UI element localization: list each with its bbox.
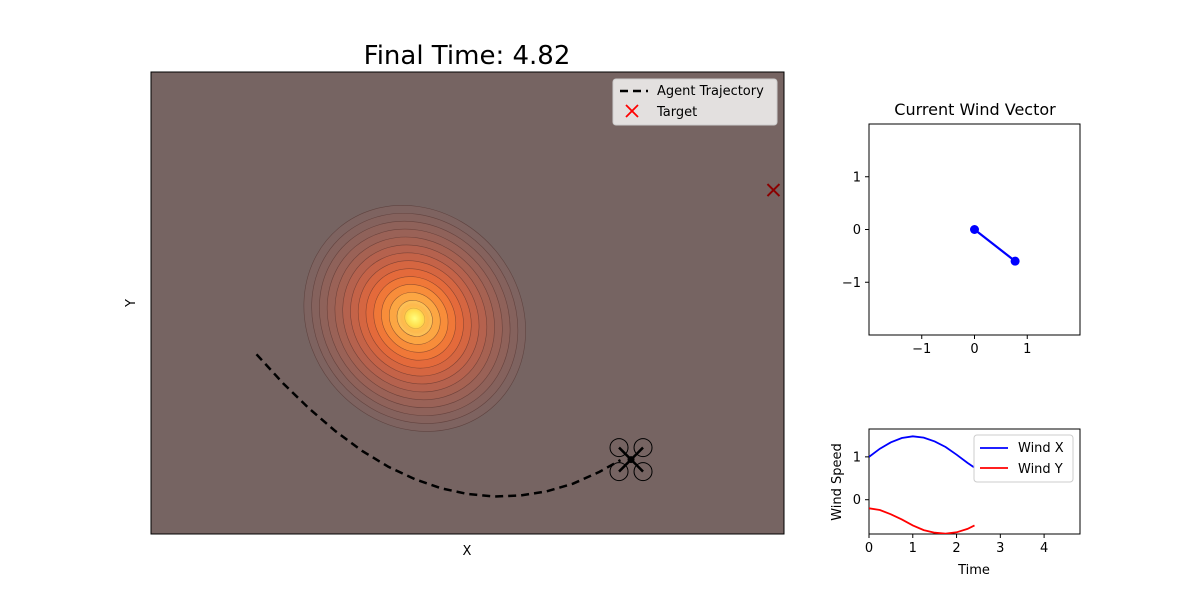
wind-vector-y-tick-label: −1 (842, 276, 861, 291)
drone-icon (609, 438, 653, 482)
wind-vector-x-tick-label: 1 (1023, 342, 1031, 357)
heatmap-core (399, 302, 431, 335)
wind-vector-title: Current Wind Vector (894, 100, 1056, 119)
wind-history-x-tick-label: 1 (909, 541, 917, 556)
main-legend-box (612, 78, 778, 126)
drone-rotor-0 (609, 438, 629, 458)
main-plot-frame (150, 71, 785, 535)
main-x-axis-label: X (463, 544, 472, 559)
wind-vector-line (973, 228, 1016, 263)
drone-rotor-1 (633, 438, 653, 458)
main-plot: Final Time: 4.82 X Y Agent Trajectory Ta… (124, 41, 785, 559)
wind-history-y-axis-label: Wind Speed (830, 443, 845, 521)
wind-history-x-axis-label: Time (957, 563, 990, 578)
wind-history-x-tick-label: 4 (1040, 541, 1048, 556)
legend-target-swatch (625, 104, 639, 118)
wind-history-legend-box (973, 434, 1074, 483)
wind-vector-x-tick-label: 0 (970, 342, 978, 357)
wind-y-line (869, 507, 975, 534)
wind-vector-plot: Current Wind Vector −1 0 1 −1 0 1 (842, 100, 1081, 357)
main-legend: Agent Trajectory Target (612, 78, 778, 126)
legend-trajectory-label: Agent Trajectory (657, 84, 764, 99)
wind-history-y-tick-label: 1 (853, 450, 861, 465)
wind-vector-y-tick-label: 1 (853, 170, 861, 185)
wind-history-x-tick-label: 2 (952, 541, 960, 556)
wind-vector-origin-point (970, 225, 979, 234)
drone-rotor-2 (609, 462, 629, 482)
wind-vector-y-tick-label: 0 (853, 223, 861, 238)
heatmap (303, 205, 526, 432)
legend-wind-y-label: Wind Y (1018, 462, 1063, 477)
main-y-axis-label: Y (124, 299, 139, 308)
wind-history-ticks: 0 1 2 3 4 0 1 (853, 450, 1049, 556)
wind-history-plot: 0 1 2 3 4 0 1 Time Wind Speed Wind X Wind Y (830, 428, 1081, 578)
wind-history-x-tick-label: 0 (865, 541, 873, 556)
drone-rotor-3 (633, 462, 653, 482)
target-stroke-b (766, 183, 781, 197)
wind-vector-x-tick-label: −1 (912, 342, 931, 357)
target-marker (766, 183, 781, 197)
wind-vector-tip-point (1010, 256, 1020, 266)
legend-target-label: Target (656, 105, 697, 120)
wind-history-y-tick-label: 0 (853, 493, 861, 508)
agent-trajectory-line (255, 353, 622, 498)
wind-history-legend: Wind X Wind Y (973, 434, 1074, 483)
drone-body (627, 456, 635, 464)
wind-history-x-tick-label: 3 (996, 541, 1004, 556)
wind-vector-ticks: −1 0 1 −1 0 1 (842, 170, 1032, 357)
main-title: Final Time: 4.82 (364, 41, 571, 71)
legend-wind-x-label: Wind X (1018, 441, 1064, 456)
wind-x-line (869, 435, 976, 469)
